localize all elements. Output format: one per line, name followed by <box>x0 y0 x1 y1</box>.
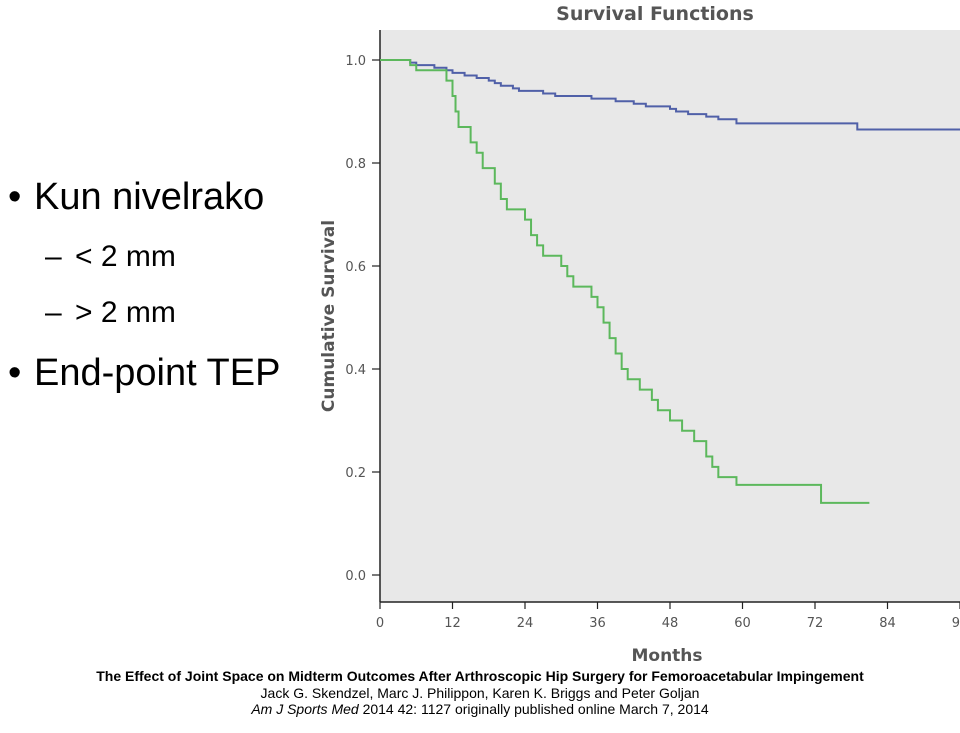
citation-title: The Effect of Joint Space on Midterm Out… <box>96 668 864 684</box>
x-tick-label: 84 <box>879 616 896 631</box>
citation-block: The Effect of Joint Space on Midterm Out… <box>40 668 920 717</box>
sub-bullet-text: < 2 mm <box>75 240 176 273</box>
y-axis-label: Cumulative Survival <box>319 220 339 412</box>
bullet-dot: • <box>8 352 22 394</box>
sub-bullet-text: > 2 mm <box>75 296 176 329</box>
citation-journal: Am J Sports Med 2014 42: 1127 originally… <box>40 701 920 717</box>
survival-curve <box>380 59 870 504</box>
bullet-text: Kun nivelrako <box>34 176 265 218</box>
y-tick-label: 0.2 <box>345 466 366 481</box>
x-axis-label: Months <box>631 646 702 666</box>
sub-bullet-more-2mm: – > 2 mm <box>45 296 176 330</box>
x-tick-label: 24 <box>517 616 534 631</box>
y-tick-label: 0.4 <box>345 363 366 378</box>
survival-chart: Survival Functions 0.0 0.2 0.4 0.6 0.8 1.0 0 1… <box>319 3 960 666</box>
x-tick-label: 0 <box>376 616 384 631</box>
x-tick-label: 72 <box>807 616 824 631</box>
y-tick-label: 0.6 <box>345 260 366 275</box>
y-tick-label: 0.0 <box>345 569 366 584</box>
y-tick-label: 0.8 <box>345 157 366 172</box>
plot-area <box>380 30 960 602</box>
x-tick-label: 36 <box>589 616 606 631</box>
journal-details: 2014 42: 1127 originally published onlin… <box>358 701 709 717</box>
series-layer <box>380 59 960 504</box>
x-tick-label: 48 <box>662 616 679 631</box>
x-tick-label: 96 <box>952 616 960 631</box>
bullet-item-joint-space: • Kun nivelrako <box>8 176 264 219</box>
bullet-dot: • <box>8 176 22 218</box>
journal-name: Am J Sports Med <box>251 701 359 717</box>
bullet-text: End-point TEP <box>34 352 281 394</box>
y-tick-label: 1.0 <box>345 54 366 69</box>
survival-curve <box>380 59 960 131</box>
x-axis-ticks: 0 12 24 36 48 60 72 84 96 <box>376 602 960 631</box>
bullet-list: • Kun nivelrako – < 2 mm – > 2 mm • End-poin… <box>0 0 320 420</box>
chart-title: Survival Functions <box>556 3 754 25</box>
sub-bullet-less-2mm: – < 2 mm <box>45 240 176 274</box>
bullet-item-endpoint: • End-point TEP <box>8 352 280 395</box>
dash-marker: – <box>45 296 62 329</box>
citation-authors: Jack G. Skendzel, Marc J. Philippon, Kar… <box>260 685 700 701</box>
x-tick-label: 60 <box>734 616 751 631</box>
y-axis-ticks: 0.0 0.2 0.4 0.6 0.8 1.0 <box>345 54 380 584</box>
x-tick-label: 12 <box>444 616 461 631</box>
dash-marker: – <box>45 240 62 273</box>
